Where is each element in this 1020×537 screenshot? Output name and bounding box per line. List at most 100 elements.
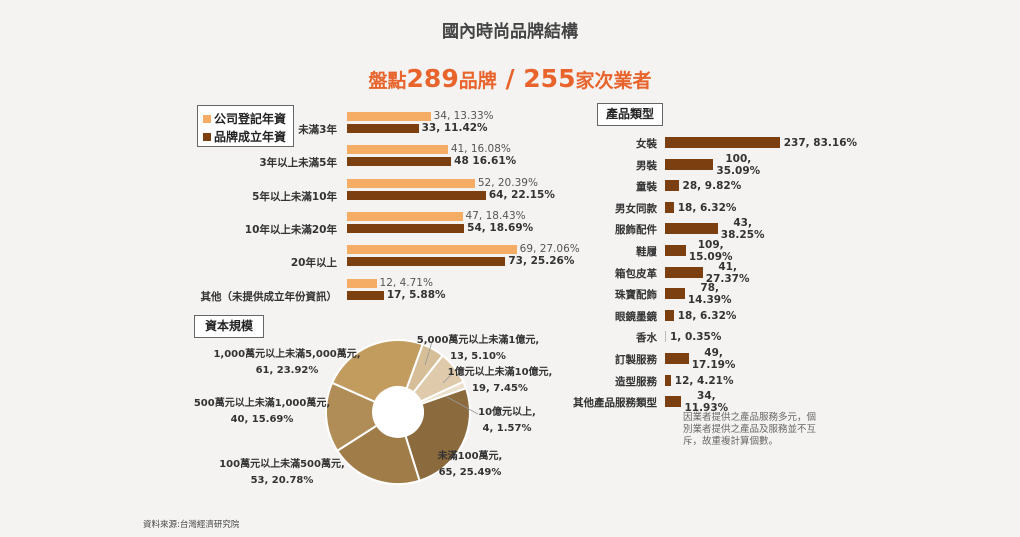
pie-label-name: 1,000萬元以上未滿5,000萬元, xyxy=(213,349,361,360)
value-label: 69, 27.06% xyxy=(519,243,580,256)
firm-unit: 家次業者 xyxy=(575,70,652,92)
value-label: 49, 17.19% xyxy=(692,347,736,371)
category-label: 3年以上未滿5年 xyxy=(259,157,337,170)
category-label: 男女同款 xyxy=(615,202,657,215)
company-age-bar xyxy=(347,245,517,255)
pie-label-value: 61, 23.92% xyxy=(255,365,319,376)
company-age-bar xyxy=(347,178,475,188)
value-count: 34, xyxy=(697,390,716,403)
value-percent: 38.25% xyxy=(720,229,765,242)
category-label: 珠寶配飾 xyxy=(615,289,657,302)
value-count: 78, xyxy=(700,282,720,295)
product-bar xyxy=(665,158,714,170)
value-label: 41, 27.37% xyxy=(706,261,750,285)
category-label: 造型服務 xyxy=(615,375,657,388)
legend-label: 公司登記年資 xyxy=(214,112,287,126)
pie-label-value: 19, 7.45% xyxy=(472,383,528,394)
pie-label-name: 100萬元以上未滿500萬元, xyxy=(219,459,345,470)
brand-age-bar xyxy=(347,257,506,267)
subtitle-prefix: 盤點 xyxy=(368,70,407,92)
product-bar xyxy=(665,396,682,408)
value-label: 33, 11.42% xyxy=(421,122,488,134)
value-label: 17, 5.88% xyxy=(386,288,446,301)
pie-label-name: 500萬元以上未滿1,000萬元, xyxy=(193,398,331,409)
value-label: 100, 35.09% xyxy=(716,153,760,177)
legend-label: 品牌成立年資 xyxy=(214,130,287,144)
product-bar xyxy=(665,374,671,386)
product-bar xyxy=(665,288,685,300)
brand-age-bar xyxy=(347,124,419,133)
category-label: 20年以上 xyxy=(290,257,337,270)
value-label: 1, 0.35% xyxy=(670,331,722,344)
source-note: 資料來源:台灣經濟研究院 xyxy=(143,520,240,530)
pie-label: 100萬元以上未滿500萬元, 53, 20.78% xyxy=(192,457,372,489)
value-percent: 11.93% xyxy=(684,402,729,415)
firm-count: 255 xyxy=(523,64,576,93)
company-age-bar xyxy=(347,112,431,121)
value-count: 100, xyxy=(725,152,752,165)
product-bar xyxy=(665,180,679,192)
value-count: 49, xyxy=(704,347,723,359)
value-label: 48 16.61% xyxy=(454,155,517,168)
category-label: 鞋履 xyxy=(636,246,657,258)
legend-swatch-dark xyxy=(203,133,211,141)
product-type-title: 產品類型 xyxy=(597,103,663,126)
capital-title: 資本規模 xyxy=(194,315,264,338)
company-age-bar xyxy=(347,145,448,155)
legend-item-company: 公司登記年資 xyxy=(203,110,286,127)
category-label: 訂製服務 xyxy=(615,354,657,366)
product-bar xyxy=(665,331,666,343)
age-legend: 公司登記年資 品牌成立年資 xyxy=(197,105,294,147)
value-label: 41, 16.08% xyxy=(450,143,511,156)
value-label: 64, 22.15% xyxy=(488,188,555,201)
company-age-bar xyxy=(347,211,463,221)
value-label: 47, 18.43% xyxy=(465,209,526,222)
product-bar xyxy=(665,353,689,364)
pie-label-value: 4, 1.57% xyxy=(482,423,532,434)
category-label: 服飾配件 xyxy=(615,224,657,237)
category-label: 5年以上未滿10年 xyxy=(252,190,337,203)
category-label: 其他產品服務類型 xyxy=(573,397,657,410)
value-label: 237, 83.16% xyxy=(783,137,858,149)
page-title: 國內時尚品牌結構 xyxy=(442,22,578,42)
value-label: 18, 6.32% xyxy=(677,309,737,322)
value-percent: 15.09% xyxy=(688,251,733,263)
product-bar xyxy=(665,245,686,256)
company-age-bar xyxy=(347,278,377,288)
value-label: 12, 4.71% xyxy=(379,276,433,289)
brand-age-bar xyxy=(347,290,384,300)
pie-label-value: 65, 25.49% xyxy=(438,467,502,478)
pie-label-value: 40, 15.69% xyxy=(230,414,294,425)
value-label: 52, 20.39% xyxy=(477,176,538,189)
category-label: 男裝 xyxy=(636,159,657,172)
category-label: 香水 xyxy=(636,332,657,345)
value-count: 43, xyxy=(733,217,752,230)
pie-label-name: 10億元以上, xyxy=(478,407,536,418)
product-note: 因業者提供之產品服務多元，個別業者提供之產品及服務並不互斥，故重複計算個數。 xyxy=(683,412,817,447)
product-bar xyxy=(665,309,674,321)
subtitle: 盤點289品牌 / 255家次業者 xyxy=(0,64,1020,93)
pie-label: 未滿100萬元, 65, 25.49% xyxy=(380,449,560,481)
category-label: 10年以上未滿20年 xyxy=(244,223,337,236)
pie-label-value: 13, 5.10% xyxy=(450,351,506,362)
pie-label: 5,000萬元以上未滿1億元, 13, 5.10% xyxy=(388,333,568,365)
value-label: 78, 14.39% xyxy=(688,282,732,306)
separator: / xyxy=(496,64,524,93)
value-label: 34, 11.93% xyxy=(684,390,728,414)
pie-label: 1億元以上未滿10億元, 19, 7.45% xyxy=(410,365,590,397)
value-label: 34, 13.33% xyxy=(433,110,494,122)
pie-label-name: 未滿100萬元, xyxy=(437,451,503,462)
pie-label: 10億元以上, 4, 1.57% xyxy=(417,405,597,437)
value-percent: 14.39% xyxy=(687,294,732,307)
category-label: 其他（未提供成立年份資訊） xyxy=(200,290,338,303)
value-label: 28, 9.82% xyxy=(682,180,742,193)
brand-unit: 品牌 xyxy=(458,70,497,92)
pie-label-name: 1億元以上未滿10億元, xyxy=(447,367,553,378)
value-percent: 27.37% xyxy=(705,272,750,285)
pie-label: 1,000萬元以上未滿5,000萬元, 61, 23.92% xyxy=(197,347,377,379)
legend-item-brand: 品牌成立年資 xyxy=(203,128,286,145)
product-bar xyxy=(665,266,703,278)
category-label: 童裝 xyxy=(636,181,657,194)
value-label: 43, 38.25% xyxy=(721,217,765,241)
brand-age-bar xyxy=(347,157,452,167)
